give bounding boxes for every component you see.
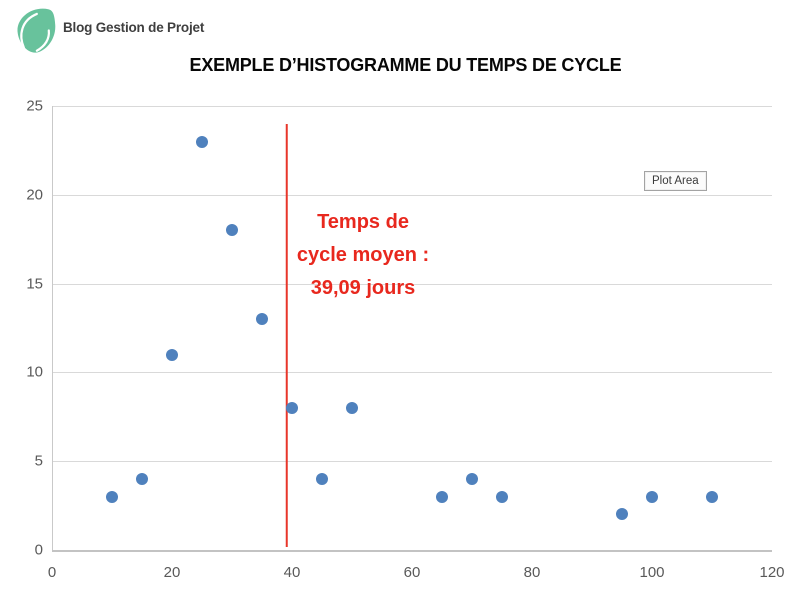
gridline [52, 372, 772, 374]
data-point [346, 401, 358, 414]
data-point [196, 135, 208, 148]
site-logo: Blog Gestion de Projet [12, 6, 204, 55]
x-axis-tick-label: 60 [403, 564, 421, 581]
mean-cycle-time-line [285, 124, 288, 547]
x-axis-tick-label: 40 [283, 564, 301, 581]
mean-annotation-line-3: 39,09 jours [310, 277, 416, 299]
logo-leaf-icon [17, 8, 56, 53]
x-axis-line [52, 550, 772, 552]
data-point [166, 348, 178, 361]
data-point [286, 401, 298, 414]
logo-text: Blog Gestion de Projet [63, 20, 205, 35]
x-axis-tick-label: 0 [47, 564, 57, 581]
gridline [52, 461, 772, 463]
y-axis-tick-label: 15 [26, 275, 43, 293]
data-point [496, 490, 508, 503]
data-point [316, 472, 328, 485]
y-axis-tick-label: 20 [26, 186, 43, 204]
x-axis-tick-label: 120 [759, 564, 785, 581]
data-point [646, 490, 658, 503]
y-axis-tick-label: 5 [34, 452, 43, 470]
data-point [136, 472, 148, 485]
x-axis-tick-label: 20 [163, 564, 181, 581]
y-axis-tick-label: 0 [34, 541, 43, 559]
x-axis-tick-label: 80 [523, 564, 541, 581]
chart-title: EXEMPLE D’HISTOGRAMME DU TEMPS DE CYCLE [189, 55, 622, 75]
plot-area: Temps de cycle moyen : 39,09 jours [52, 106, 772, 552]
gridline [52, 194, 772, 196]
data-point [226, 224, 238, 237]
y-axis-tick-label: 25 [26, 97, 43, 115]
gridline [52, 106, 772, 107]
data-point [256, 313, 268, 326]
data-point [706, 490, 718, 503]
data-point [106, 490, 118, 503]
data-point [466, 472, 478, 485]
x-axis-tick-label: 100 [639, 564, 665, 581]
data-point [436, 490, 448, 503]
mean-annotation-line-2: cycle moyen : [296, 244, 430, 266]
gridline [52, 283, 772, 285]
mean-annotation-line-1: Temps de [317, 211, 409, 233]
plot-area-tooltip: Plot Area [644, 171, 707, 191]
mean-annotation: Temps de cycle moyen : 39,09 jours [273, 206, 453, 305]
data-point [616, 508, 628, 521]
y-axis-line [52, 106, 53, 550]
y-axis-tick-label: 10 [26, 363, 43, 381]
